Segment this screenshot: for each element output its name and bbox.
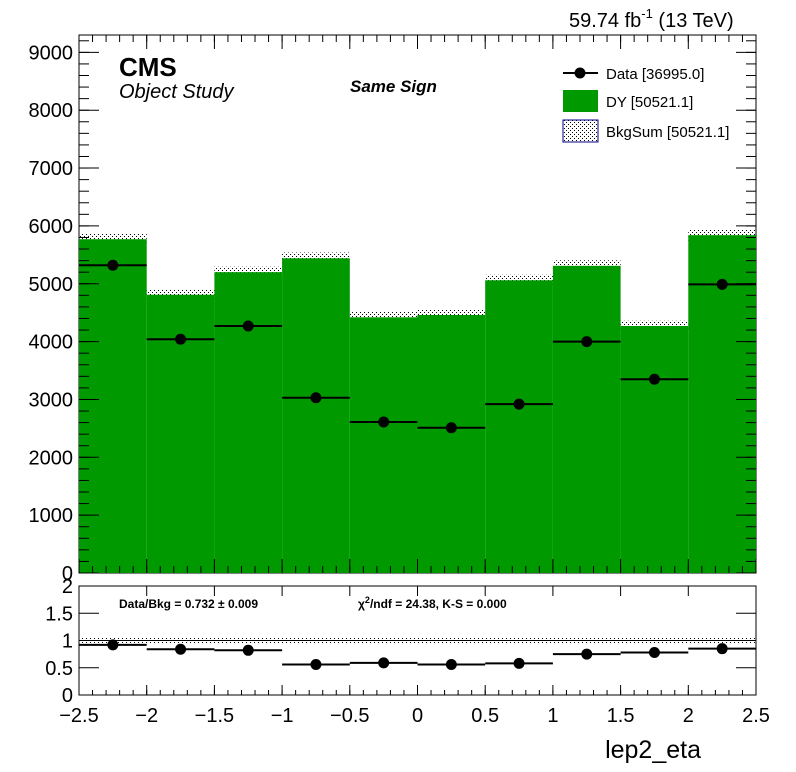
data-point	[581, 336, 593, 348]
legend-bkg-label: BkgSum [50521.1]	[606, 124, 729, 141]
dy-bar	[552, 265, 621, 573]
y-tick-label: 8000	[29, 100, 74, 122]
x-tick-label: 1	[547, 705, 558, 727]
ratio-point	[445, 658, 457, 670]
y-tick-label: 6000	[29, 216, 74, 238]
ratio-y-tick-label: 1.5	[45, 603, 73, 625]
data-point	[107, 259, 119, 271]
x-tick-label: −0.5	[330, 705, 369, 727]
ratio-y-tick-label: 2	[62, 576, 73, 598]
x-tick-label: 2.5	[742, 705, 770, 727]
study-label: Object Study	[119, 81, 235, 103]
dy-bar	[79, 239, 147, 573]
lumi-label: 59.74 fb-1 (13 TeV)	[569, 6, 734, 32]
ratio-y-tick-label: 1	[62, 631, 73, 653]
x-tick-label: 0.5	[471, 705, 499, 727]
ratio-point	[107, 639, 119, 651]
ratio-point	[581, 648, 593, 660]
region-label: Same Sign	[350, 77, 437, 96]
ratio-y-tick-label: 0.5	[45, 658, 73, 680]
ratio-point	[242, 644, 254, 656]
cms-label: CMS	[119, 52, 177, 82]
data-point	[648, 373, 660, 385]
x-tick-label: −1.5	[195, 705, 234, 727]
dy-bar	[214, 272, 283, 573]
y-tick-label: 3000	[29, 389, 74, 411]
x-tick-label: 0	[412, 705, 423, 727]
legend-data-label: Data [36995.0]	[606, 66, 704, 83]
ratio-point	[648, 646, 660, 658]
dy-bar	[282, 258, 350, 573]
dy-bar	[620, 325, 689, 573]
ratio-y-tick-label: 0	[62, 685, 73, 707]
data-point	[310, 392, 322, 404]
data-point	[716, 278, 728, 290]
dy-bar	[349, 317, 418, 573]
x-tick-label: −1	[271, 705, 294, 727]
x-tick-label: 1.5	[607, 705, 635, 727]
dy-bar	[485, 280, 553, 573]
ratio-point	[716, 643, 728, 655]
legend-dy-label: DY [50521.1]	[606, 94, 693, 111]
legend-dy-swatch	[563, 90, 598, 112]
legend-bkg-swatch	[562, 119, 599, 143]
y-tick-label: 7000	[29, 158, 74, 180]
chi2-label: χ2/ndf = 24.38, K-S = 0.000	[358, 595, 507, 611]
y-tick-label: 0	[62, 563, 73, 585]
x-tick-label: 2	[683, 705, 694, 727]
x-tick-label: −2.5	[59, 705, 98, 727]
y-tick-label: 4000	[29, 332, 74, 354]
x-axis-title: lep2_eta	[605, 736, 701, 764]
dy-bar	[417, 314, 486, 573]
legend-data-marker	[574, 67, 586, 79]
y-tick-label: 1000	[29, 505, 74, 527]
x-tick-label: −2	[135, 705, 158, 727]
ratio-point	[310, 658, 322, 670]
data-point	[378, 416, 390, 428]
data-point	[175, 333, 187, 345]
dy-bar	[688, 235, 756, 574]
data-point	[513, 398, 525, 410]
y-tick-label: 9000	[29, 42, 74, 64]
ratio-point	[175, 643, 187, 655]
ratio-point	[513, 657, 525, 669]
data-point	[445, 422, 457, 434]
y-tick-label: 5000	[29, 274, 74, 296]
ratio-stats-label: Data/Bkg = 0.732 ± 0.009	[119, 597, 258, 611]
legend: Data [36995.0] DY [50521.1] BkgSum [5052…	[562, 66, 729, 143]
ratio-point	[378, 657, 390, 669]
data-point	[242, 320, 254, 332]
y-tick-label: 2000	[29, 447, 74, 469]
